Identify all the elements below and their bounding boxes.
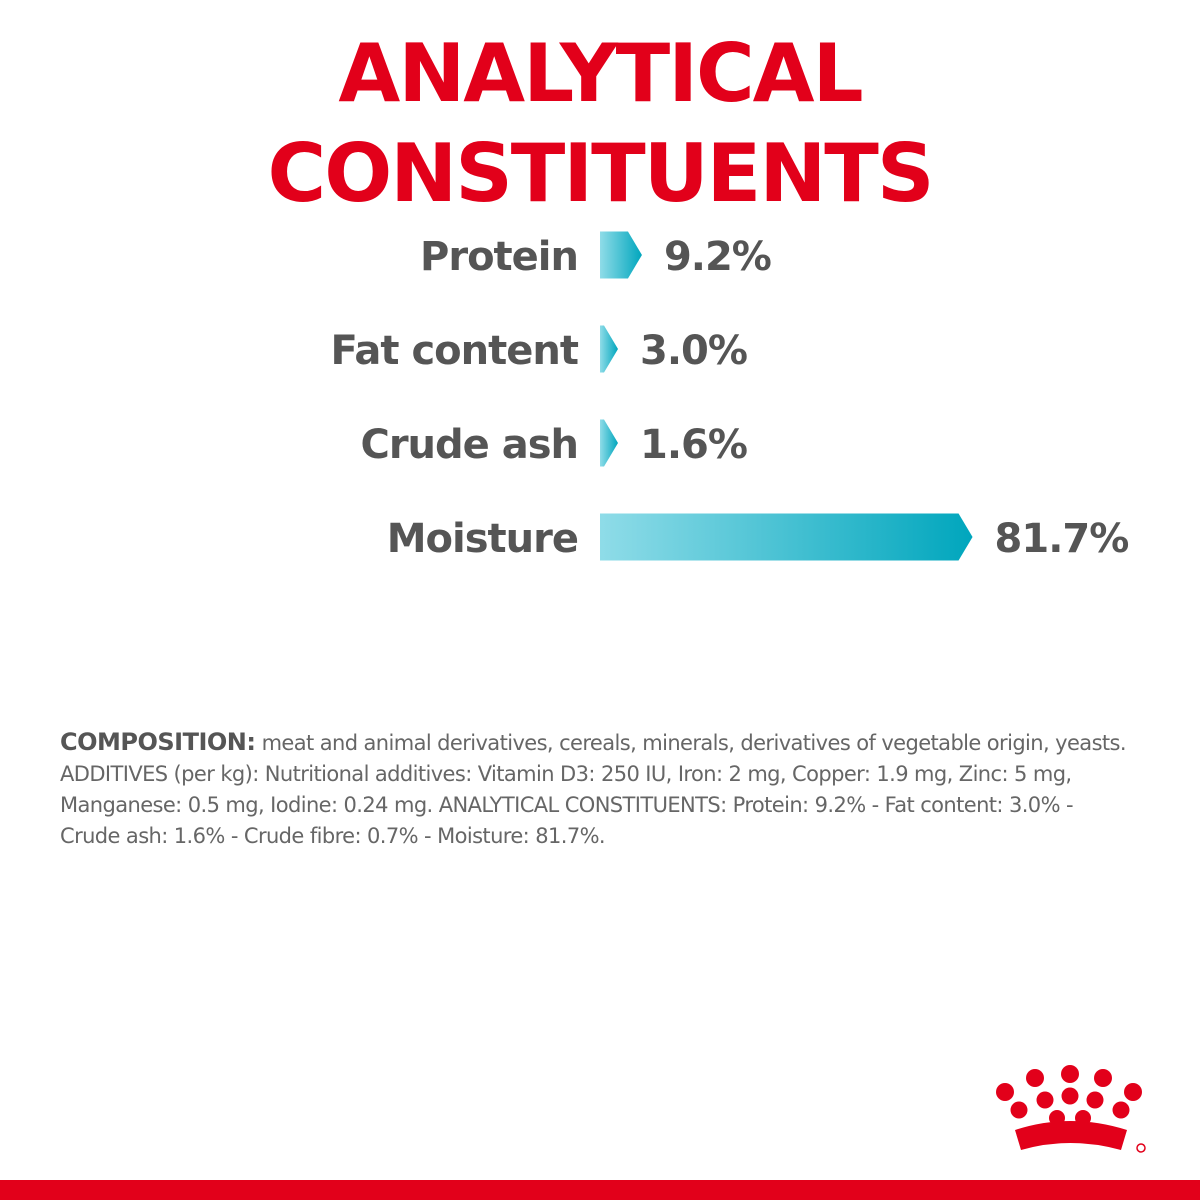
composition-line-3: Manganese: 0.5 mg, Iodine: 0.24 mg. ANAL…	[60, 793, 1074, 817]
category-label-protein: Protein	[420, 234, 578, 280]
value-label-crude-ash: 1.6%	[640, 422, 747, 468]
bar-fat-content	[600, 325, 618, 373]
value-label-protein: 9.2%	[664, 234, 771, 280]
constituents-bar-chart: Protein 9.2% Fat content 3.0% Crude ash 1.6% M…	[330, 231, 1129, 562]
bar-crude-ash	[600, 419, 618, 467]
page-title: ANALYTICAL CONSTITUENTS	[267, 27, 935, 220]
bar-moisture	[600, 513, 973, 561]
category-label-moisture: Moisture	[387, 516, 578, 562]
composition-text: COMPOSITION: meat and animal derivatives…	[60, 727, 1150, 852]
value-label-moisture: 81.7%	[995, 516, 1129, 562]
composition-line-1: meat and animal derivatives, cereals, mi…	[255, 731, 1127, 755]
category-label-crude-ash: Crude ash	[360, 422, 578, 468]
composition-line-4: Crude ash: 1.6% - Crude fibre: 0.7% - Mo…	[60, 824, 606, 848]
category-label-fat-content: Fat content	[330, 328, 578, 374]
bar-protein	[600, 231, 642, 279]
composition-label: COMPOSITION:	[60, 728, 256, 756]
crown-icon	[996, 1065, 1146, 1153]
bottom-bar	[0, 1180, 1200, 1200]
value-label-fat-content: 3.0%	[640, 328, 747, 374]
composition-line-2: ADDITIVES (per kg): Nutritional additive…	[60, 762, 1072, 786]
